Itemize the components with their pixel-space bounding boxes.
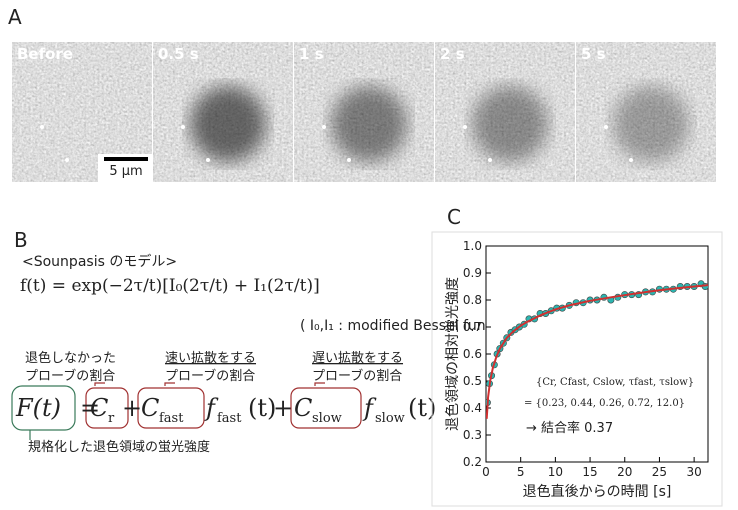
term-box: [11, 385, 76, 431]
y-tick-label: 0.3: [463, 428, 482, 442]
model-title: <Sounpasis のモデル>: [22, 253, 177, 270]
bright-spot: [65, 158, 69, 162]
scale-bar-label: 5 μm: [109, 164, 142, 179]
connector: [94, 382, 105, 386]
eq-term: C: [141, 394, 159, 422]
eq-term: C: [294, 394, 312, 422]
annotation: {Cr, Cfast, Cslow, τfast, τslow}: [536, 377, 694, 388]
x-tick-label: 15: [582, 465, 597, 479]
bright-spot: [463, 125, 467, 129]
frame-label: 1 s: [299, 45, 324, 63]
frame-label: 0.5 s: [158, 45, 199, 63]
bright-spot: [206, 158, 210, 162]
bleach-spot: [190, 86, 266, 162]
term-box: [290, 387, 362, 429]
y-tick-label: 0.9: [463, 266, 482, 280]
bright-spot: [40, 125, 44, 129]
y-tick-label: 0.5: [463, 374, 482, 388]
x-tick-label: 25: [652, 465, 667, 479]
eq-term: F(t): [15, 394, 61, 422]
annotation: プローブの割合: [312, 368, 402, 384]
y-tick-label: 0.4: [463, 401, 482, 415]
x-tick-label: 5: [517, 465, 525, 479]
chart: 0 5 10 15 20 25 30 0.2 0.3 0.4 0.5 0.6 0.7 0.8 0.9 1.0 退…: [444, 239, 709, 500]
eq-term: (t): [248, 394, 276, 422]
annotation: 退色しなかった: [25, 350, 116, 366]
image-strip: Before 0.5 s 1 s 2 s 5 s: [12, 42, 716, 182]
bleach-spot: [613, 86, 689, 162]
bleach-spot: [472, 86, 548, 162]
x-tick-label: 10: [548, 465, 563, 479]
eq-term: =: [80, 394, 100, 422]
y-tick-label: 0.8: [463, 293, 482, 307]
model-equation: F(t) = C r + C fast f fast (t) + C slow …: [15, 394, 436, 426]
bright-spot: [604, 125, 608, 129]
frame-label: 5 s: [581, 45, 606, 63]
y-tick-label: 0.6: [463, 347, 482, 361]
eq-term: +: [122, 394, 142, 422]
panel-label: A: [8, 5, 22, 29]
annotation: → 結合率 0.37: [526, 420, 613, 436]
term-box: [85, 387, 129, 429]
fit-line: [486, 284, 708, 419]
eq-term: fast: [217, 411, 242, 426]
y-tick-label: 0.7: [463, 320, 482, 334]
scale-bar: [104, 157, 148, 161]
plot-marks: [486, 280, 708, 419]
annotation: 規格化した退色領域の蛍光強度: [28, 439, 210, 455]
y-axis-label: 退色領域の相対蛍光強度: [444, 277, 461, 431]
eq-term: slow: [312, 411, 342, 426]
panel-label: C: [447, 205, 461, 229]
connector: [164, 382, 175, 386]
annotation: 遅い拡散をする: [312, 351, 403, 366]
panel-label: B: [14, 228, 28, 252]
plot-area: [485, 245, 709, 463]
eq-term: slow: [375, 411, 405, 426]
x-tick-label: 30: [686, 465, 701, 479]
eq-term: C: [90, 394, 108, 422]
x-tick-label: 0: [482, 465, 490, 479]
bright-spot: [347, 158, 351, 162]
term-box: [137, 387, 205, 429]
frame-label: Before: [17, 45, 73, 63]
term-boxes: [11, 382, 362, 440]
equation-note: ( I₀,I₁ : modified Bessel function): [300, 318, 526, 334]
eq-term: fast: [159, 411, 184, 426]
bright-spot: [181, 125, 185, 129]
chart-frame: [431, 231, 723, 507]
y-tick-label: 1.0: [463, 239, 482, 253]
frame-label: 2 s: [440, 45, 465, 63]
bright-spot: [322, 125, 326, 129]
annotation: プローブの割合: [25, 368, 115, 384]
equation: f(t) = exp(−2τ/t)[I₀(2τ/t) + I₁(2τ/t)]: [20, 276, 320, 296]
bright-spot: [488, 158, 492, 162]
connector: [314, 382, 325, 386]
y-tick-label: 0.2: [463, 455, 482, 469]
x-axis-label: 退色直後からの時間 [s]: [523, 483, 672, 500]
eq-term: +: [273, 394, 293, 422]
bleach-spot: [331, 86, 407, 162]
eq-term: r: [108, 411, 115, 426]
annotation: 速い拡散をする: [165, 351, 256, 366]
bright-spot: [629, 158, 633, 162]
annotation: = {0.23, 0.44, 0.26, 0.72, 12.0}: [524, 398, 685, 409]
annotation: プローブの割合: [165, 368, 255, 384]
x-tick-label: 20: [617, 465, 632, 479]
